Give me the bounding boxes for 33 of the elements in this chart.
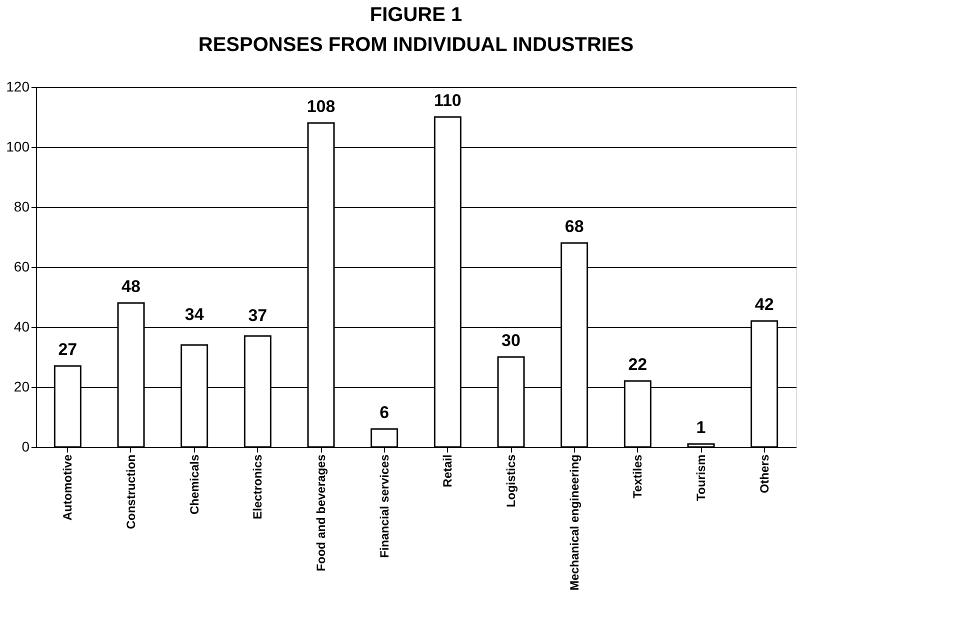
x-tick-label: Automotive xyxy=(60,454,75,520)
x-tick-label: Mechanical engineering xyxy=(567,454,582,591)
chart-subtitle: RESPONSES FROM INDIVIDUAL INDUSTRIES xyxy=(198,34,634,56)
data-label: 108 xyxy=(306,97,336,116)
y-tick-label: 0 xyxy=(22,438,30,454)
chart-title: FIGURE 1 xyxy=(370,4,462,26)
data-label: 42 xyxy=(754,295,774,314)
x-tick-label: Retail xyxy=(440,454,455,488)
x-tick-label: Logistics xyxy=(504,454,518,508)
data-label: 37 xyxy=(248,306,268,325)
x-tick-label: Tourism xyxy=(694,454,708,501)
data-label: 22 xyxy=(628,355,648,374)
x-tick-label: Construction xyxy=(124,454,138,530)
x-tick-label: Others xyxy=(757,454,772,494)
y-tick-label: 40 xyxy=(14,318,30,334)
data-label: 48 xyxy=(122,277,140,296)
data-label: 30 xyxy=(502,331,520,350)
y-tick-label: 60 xyxy=(14,258,30,274)
data-label: 68 xyxy=(564,217,584,236)
x-tick-label: Chemicals xyxy=(187,454,202,515)
data-label: 110 xyxy=(434,91,462,110)
y-tick-label: 120 xyxy=(6,78,30,94)
data-label: 6 xyxy=(380,403,390,422)
data-label: 1 xyxy=(696,418,706,437)
data-label: 34 xyxy=(184,305,204,324)
y-tick-label: 20 xyxy=(14,378,30,394)
data-label: 27 xyxy=(58,340,78,359)
x-tick-label: Financial services xyxy=(377,454,392,558)
x-tick-label: Textiles xyxy=(630,454,645,498)
y-tick-label: 100 xyxy=(6,138,30,154)
x-tick-label: Electronics xyxy=(250,454,265,520)
x-tick-label: Food and beverages xyxy=(314,454,328,572)
y-tick-label: 80 xyxy=(14,198,30,214)
